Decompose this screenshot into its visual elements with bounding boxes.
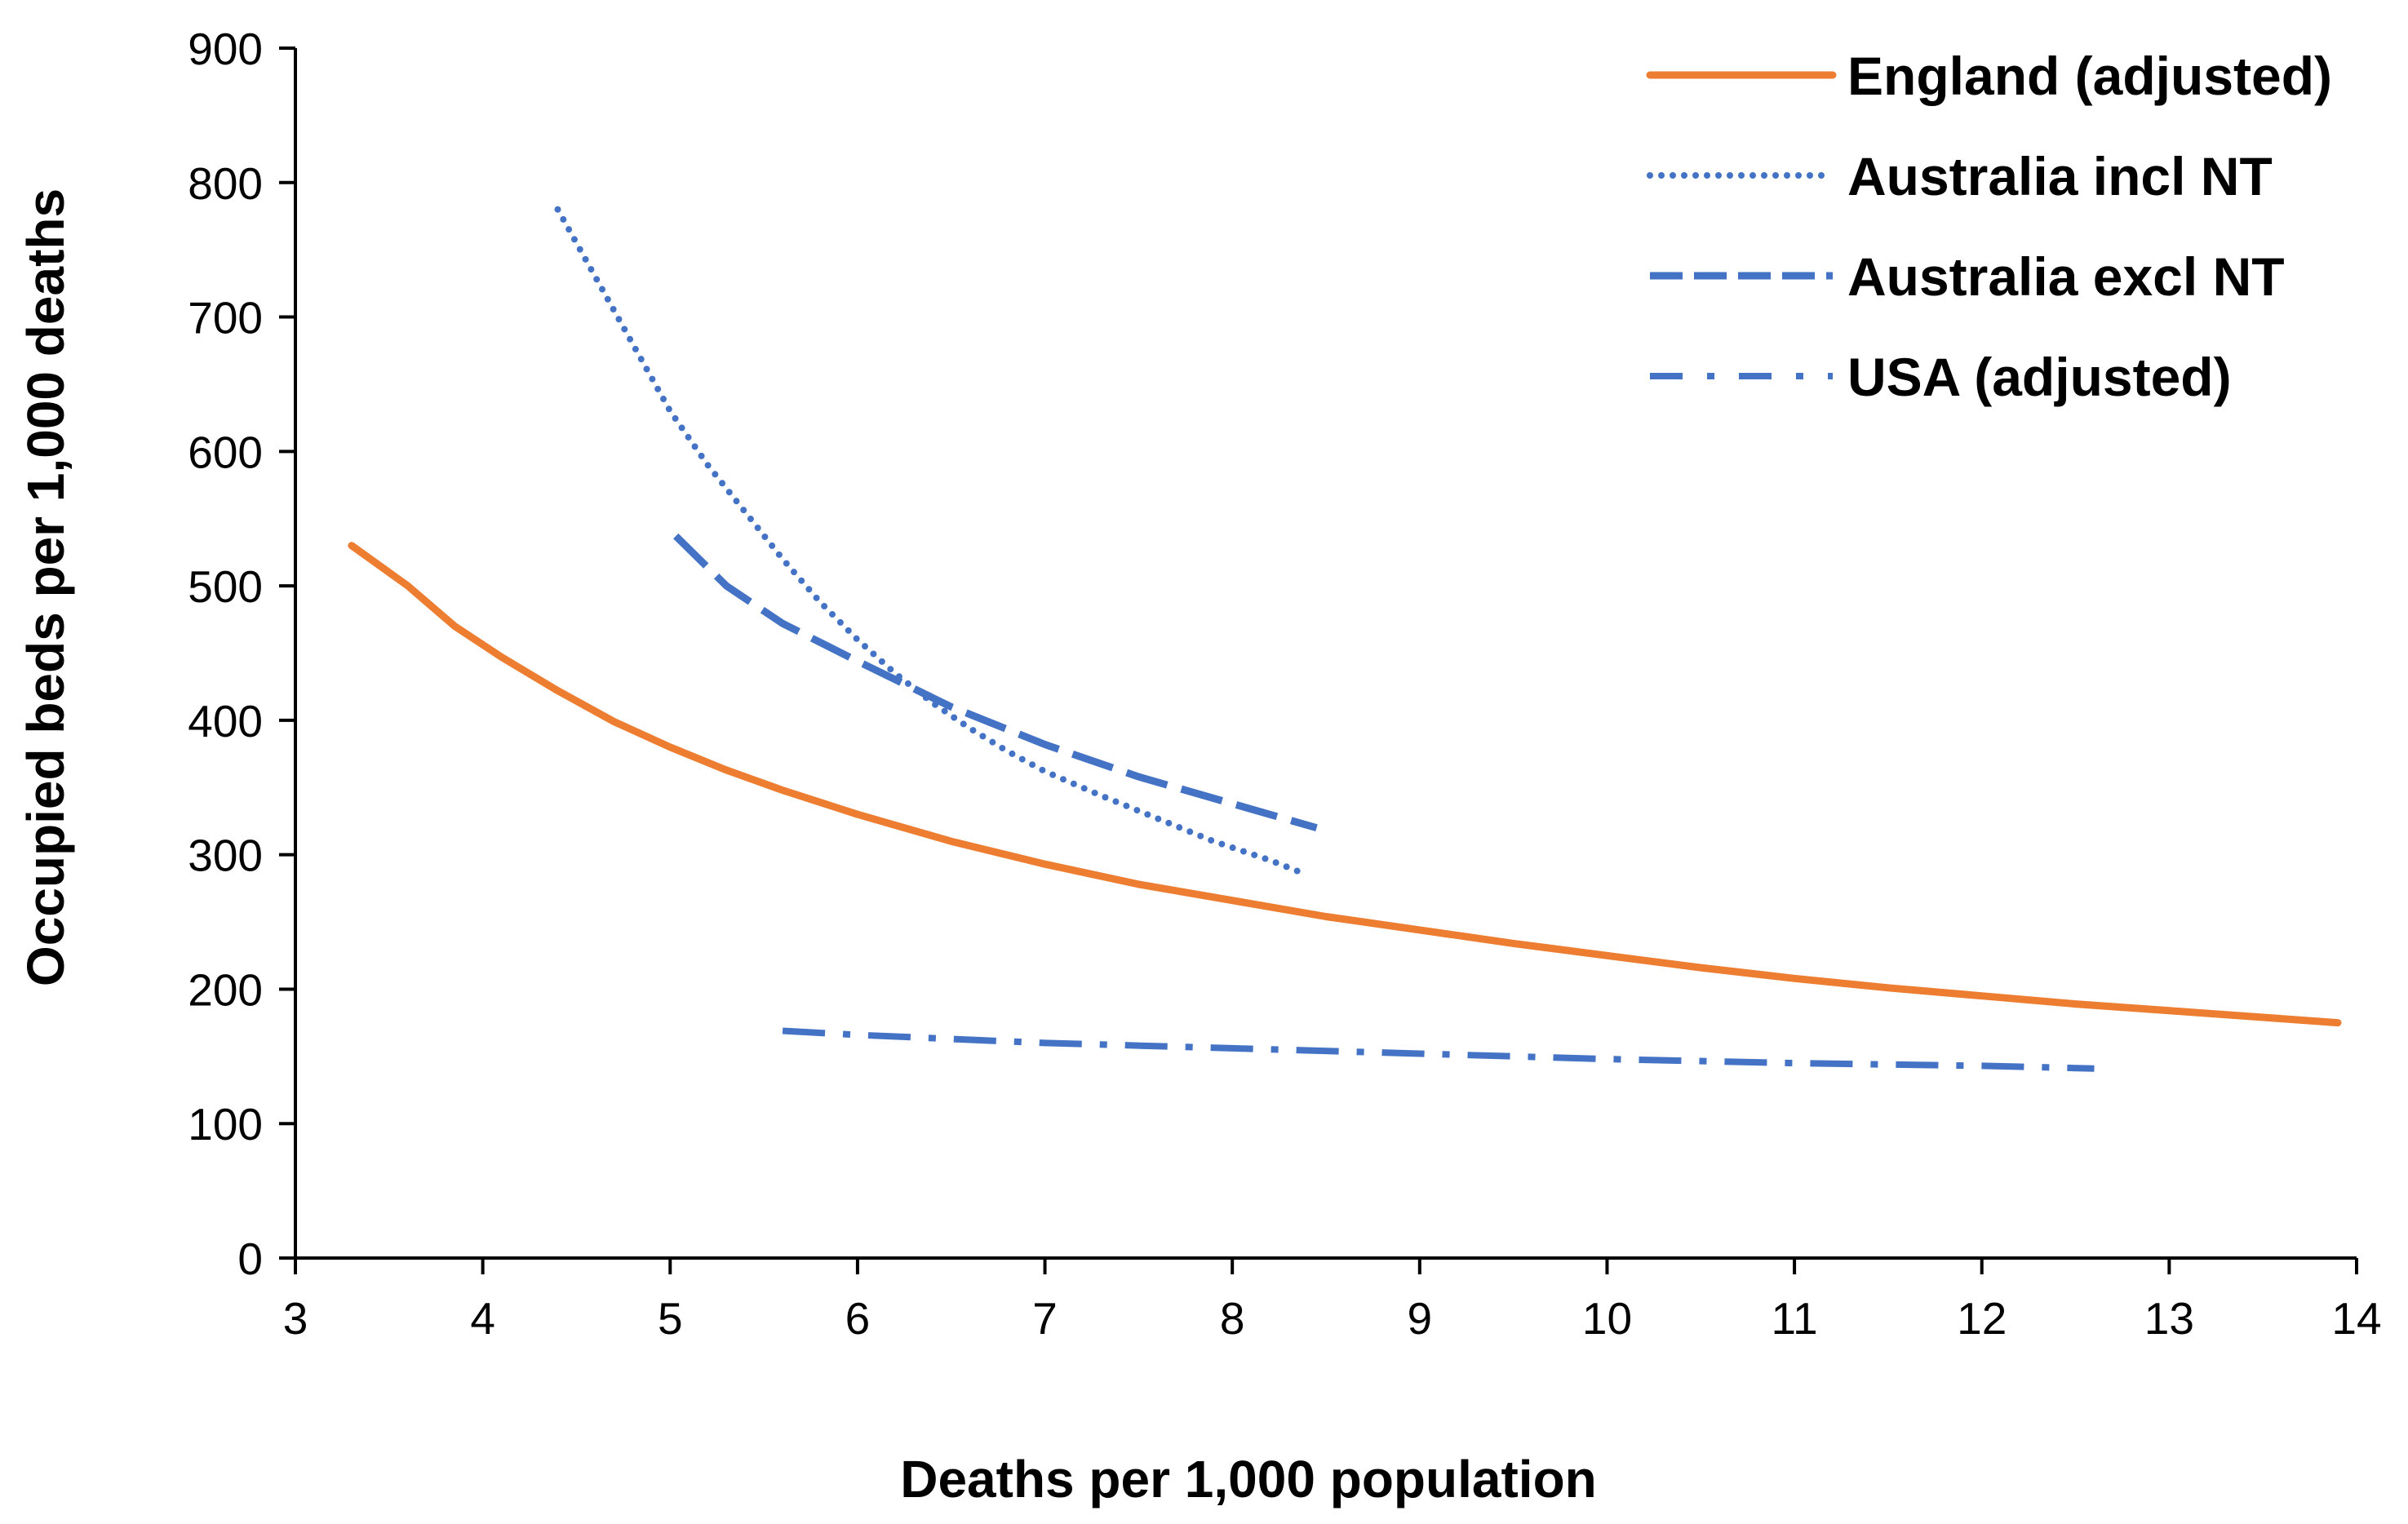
x-tick-label: 3	[283, 1293, 308, 1344]
series-layer	[348, 206, 2342, 1072]
series-line-england-adjusted	[348, 542, 2342, 1027]
x-axis-title: Deaths per 1,000 population	[900, 1450, 1597, 1508]
x-tick-label: 10	[1582, 1293, 1632, 1344]
x-tick-label: 5	[658, 1293, 683, 1344]
legend-label-england-adjusted: England (adjusted)	[1847, 46, 2332, 106]
y-axis-title: Occupied beds per 1,000 deaths	[16, 188, 75, 986]
x-tick-label: 12	[1957, 1293, 2007, 1344]
y-tick-label: 0	[237, 1234, 263, 1284]
x-tick-label: 14	[2331, 1293, 2381, 1344]
y-tick-label: 100	[188, 1099, 263, 1150]
x-tick-label: 9	[1408, 1293, 1433, 1344]
series-line-australia-excl-nt	[673, 533, 1318, 832]
y-tick-label: 600	[188, 427, 263, 477]
y-tick-label: 300	[188, 831, 263, 881]
series-line-usa-adjusted	[782, 1027, 2095, 1072]
axes: 0 100 200 300 400 500 600 700 800 900 3 4 5 6 7 8 9 10 11 1…	[188, 24, 2381, 1344]
series-line-australia-incl-nt	[554, 206, 1310, 879]
legend: England (adjusted) Australia incl NT Austr…	[1646, 46, 2332, 407]
legend-label-australia-incl-nt: Australia incl NT	[1847, 146, 2273, 206]
x-tick-label: 4	[470, 1293, 495, 1344]
y-tick-label: 500	[188, 561, 263, 612]
x-tick-label: 6	[845, 1293, 871, 1344]
legend-label-australia-excl-nt: Australia excl NT	[1847, 246, 2285, 307]
x-tick-label: 11	[1772, 1293, 1818, 1344]
y-tick-label: 200	[188, 964, 263, 1015]
legend-label-usa-adjusted: USA (adjusted)	[1847, 347, 2232, 407]
y-tick-label: 700	[188, 293, 263, 343]
x-tick-label: 13	[2144, 1293, 2194, 1344]
y-tick-label: 900	[188, 24, 263, 74]
x-tick-label: 7	[1032, 1293, 1058, 1344]
y-tick-label: 400	[188, 696, 263, 746]
y-tick-label: 800	[188, 158, 263, 209]
x-tick-label: 8	[1220, 1293, 1245, 1344]
